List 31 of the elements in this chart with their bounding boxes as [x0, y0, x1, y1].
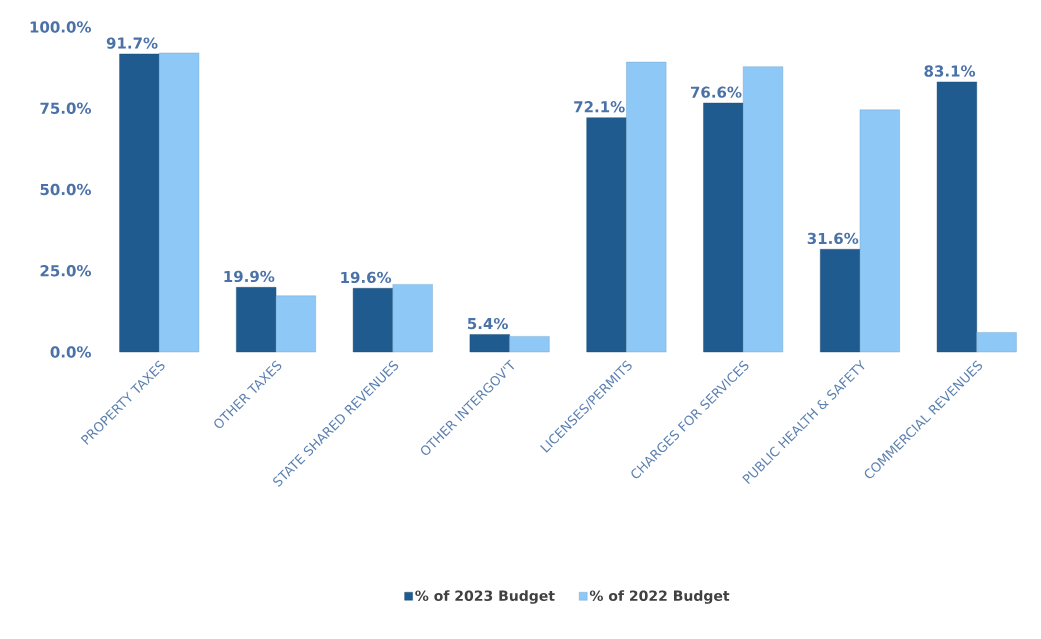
bar	[159, 52, 200, 353]
data-label: 83.1%	[924, 65, 976, 77]
data-label: 19.6%	[341, 271, 392, 284]
bar	[352, 288, 394, 353]
y-tick-label: 75.0%	[40, 102, 92, 114]
bar	[469, 334, 510, 353]
bar	[703, 102, 744, 353]
bar	[236, 287, 277, 353]
data-label: 19.9%	[224, 270, 275, 283]
bar	[859, 109, 900, 353]
data-label: 91.7%	[106, 37, 158, 49]
bar	[976, 332, 1017, 353]
bar	[392, 284, 433, 353]
y-tick-label: 100.0%	[30, 21, 92, 33]
y-tick-label: 50.0%	[40, 183, 92, 196]
bar	[742, 66, 784, 353]
data-label: 5.4%	[467, 317, 508, 330]
y-tick-label: 25.0%	[40, 265, 92, 277]
y-tick-label: 0.0%	[50, 346, 92, 358]
data-label: 31.6%	[807, 232, 859, 245]
bar	[275, 295, 316, 353]
bar	[119, 53, 160, 353]
legend-label: % of 2022 Budget	[589, 590, 730, 604]
legend-label: % of 2023 Budget	[415, 590, 555, 604]
data-label: 76.6%	[690, 86, 742, 98]
bar	[820, 249, 861, 353]
bar	[509, 336, 550, 353]
data-label: 72.1%	[574, 101, 625, 113]
bar	[586, 117, 627, 353]
bar	[936, 81, 977, 353]
bar	[626, 61, 667, 353]
